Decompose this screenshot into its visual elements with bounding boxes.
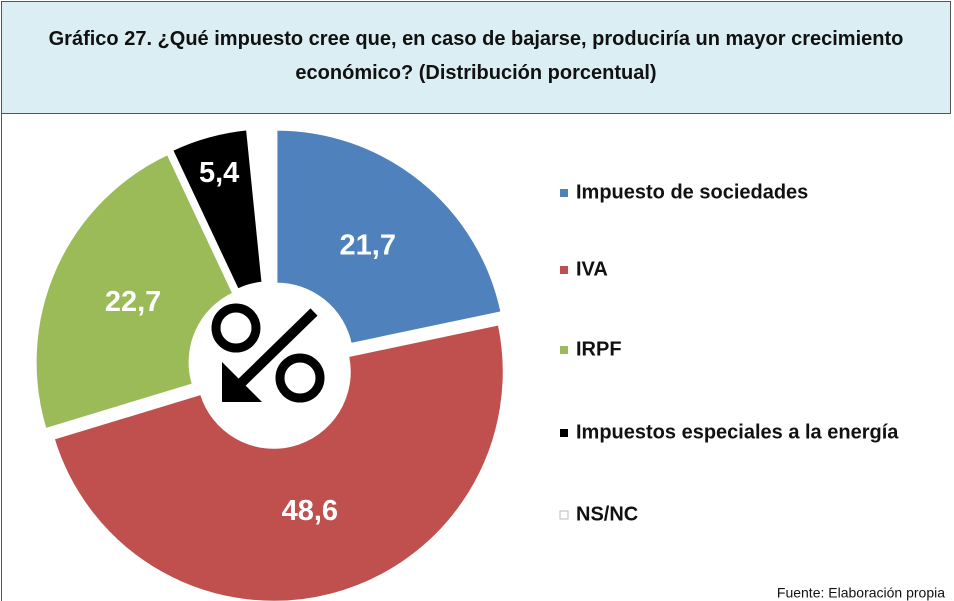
chart-title: Gráfico 27. ¿Qué impuesto cree que, en c… bbox=[48, 28, 904, 84]
legend-label: NS/NC bbox=[576, 503, 638, 525]
slice bbox=[34, 152, 235, 431]
slice bbox=[170, 128, 264, 291]
title-box: Gráfico 27. ¿Qué impuesto cree que, en c… bbox=[1, 1, 951, 114]
data-label: 5,4 bbox=[199, 157, 239, 189]
legend-swatch bbox=[560, 346, 568, 354]
percent-icon bbox=[211, 303, 325, 403]
legend-label: Impuestos especiales a la energía bbox=[576, 421, 899, 443]
slice bbox=[247, 127, 273, 284]
data-label: 21,7 bbox=[340, 230, 396, 262]
legend-label: IRPF bbox=[576, 338, 622, 360]
legend-swatch bbox=[560, 266, 568, 274]
source: Fuente: Elaboración propia bbox=[777, 585, 945, 601]
data-label: 22,7 bbox=[105, 286, 161, 318]
slice bbox=[52, 323, 505, 601]
legend-swatch bbox=[559, 510, 569, 520]
legend-label: Impuesto de sociedades bbox=[576, 181, 808, 203]
slice bbox=[275, 128, 503, 346]
data-label: 48,6 bbox=[282, 495, 338, 527]
donut-hole bbox=[196, 289, 348, 441]
legend-swatch bbox=[560, 429, 568, 437]
legend-label: IVA bbox=[576, 258, 608, 280]
legend-swatch bbox=[560, 189, 568, 197]
